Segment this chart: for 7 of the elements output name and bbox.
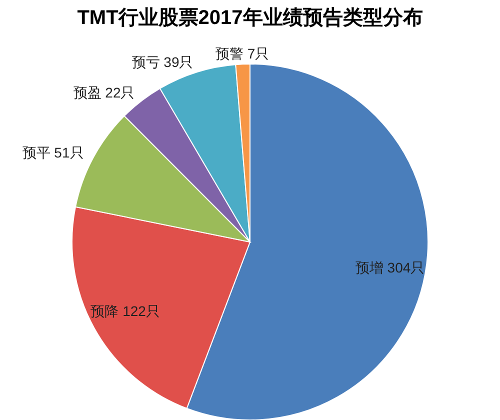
chart-title: TMT行业股票2017年业绩预告类型分布 [77,6,423,29]
slice-label: 预增 304只 [355,260,425,276]
slice-label: 预亏 39只 [132,54,194,70]
slice-label: 预警 7只 [216,45,270,62]
slice-label: 预平 51只 [22,144,84,161]
slice-label: 预盈 22只 [73,84,135,101]
slice-label: 预降 122只 [90,302,160,319]
